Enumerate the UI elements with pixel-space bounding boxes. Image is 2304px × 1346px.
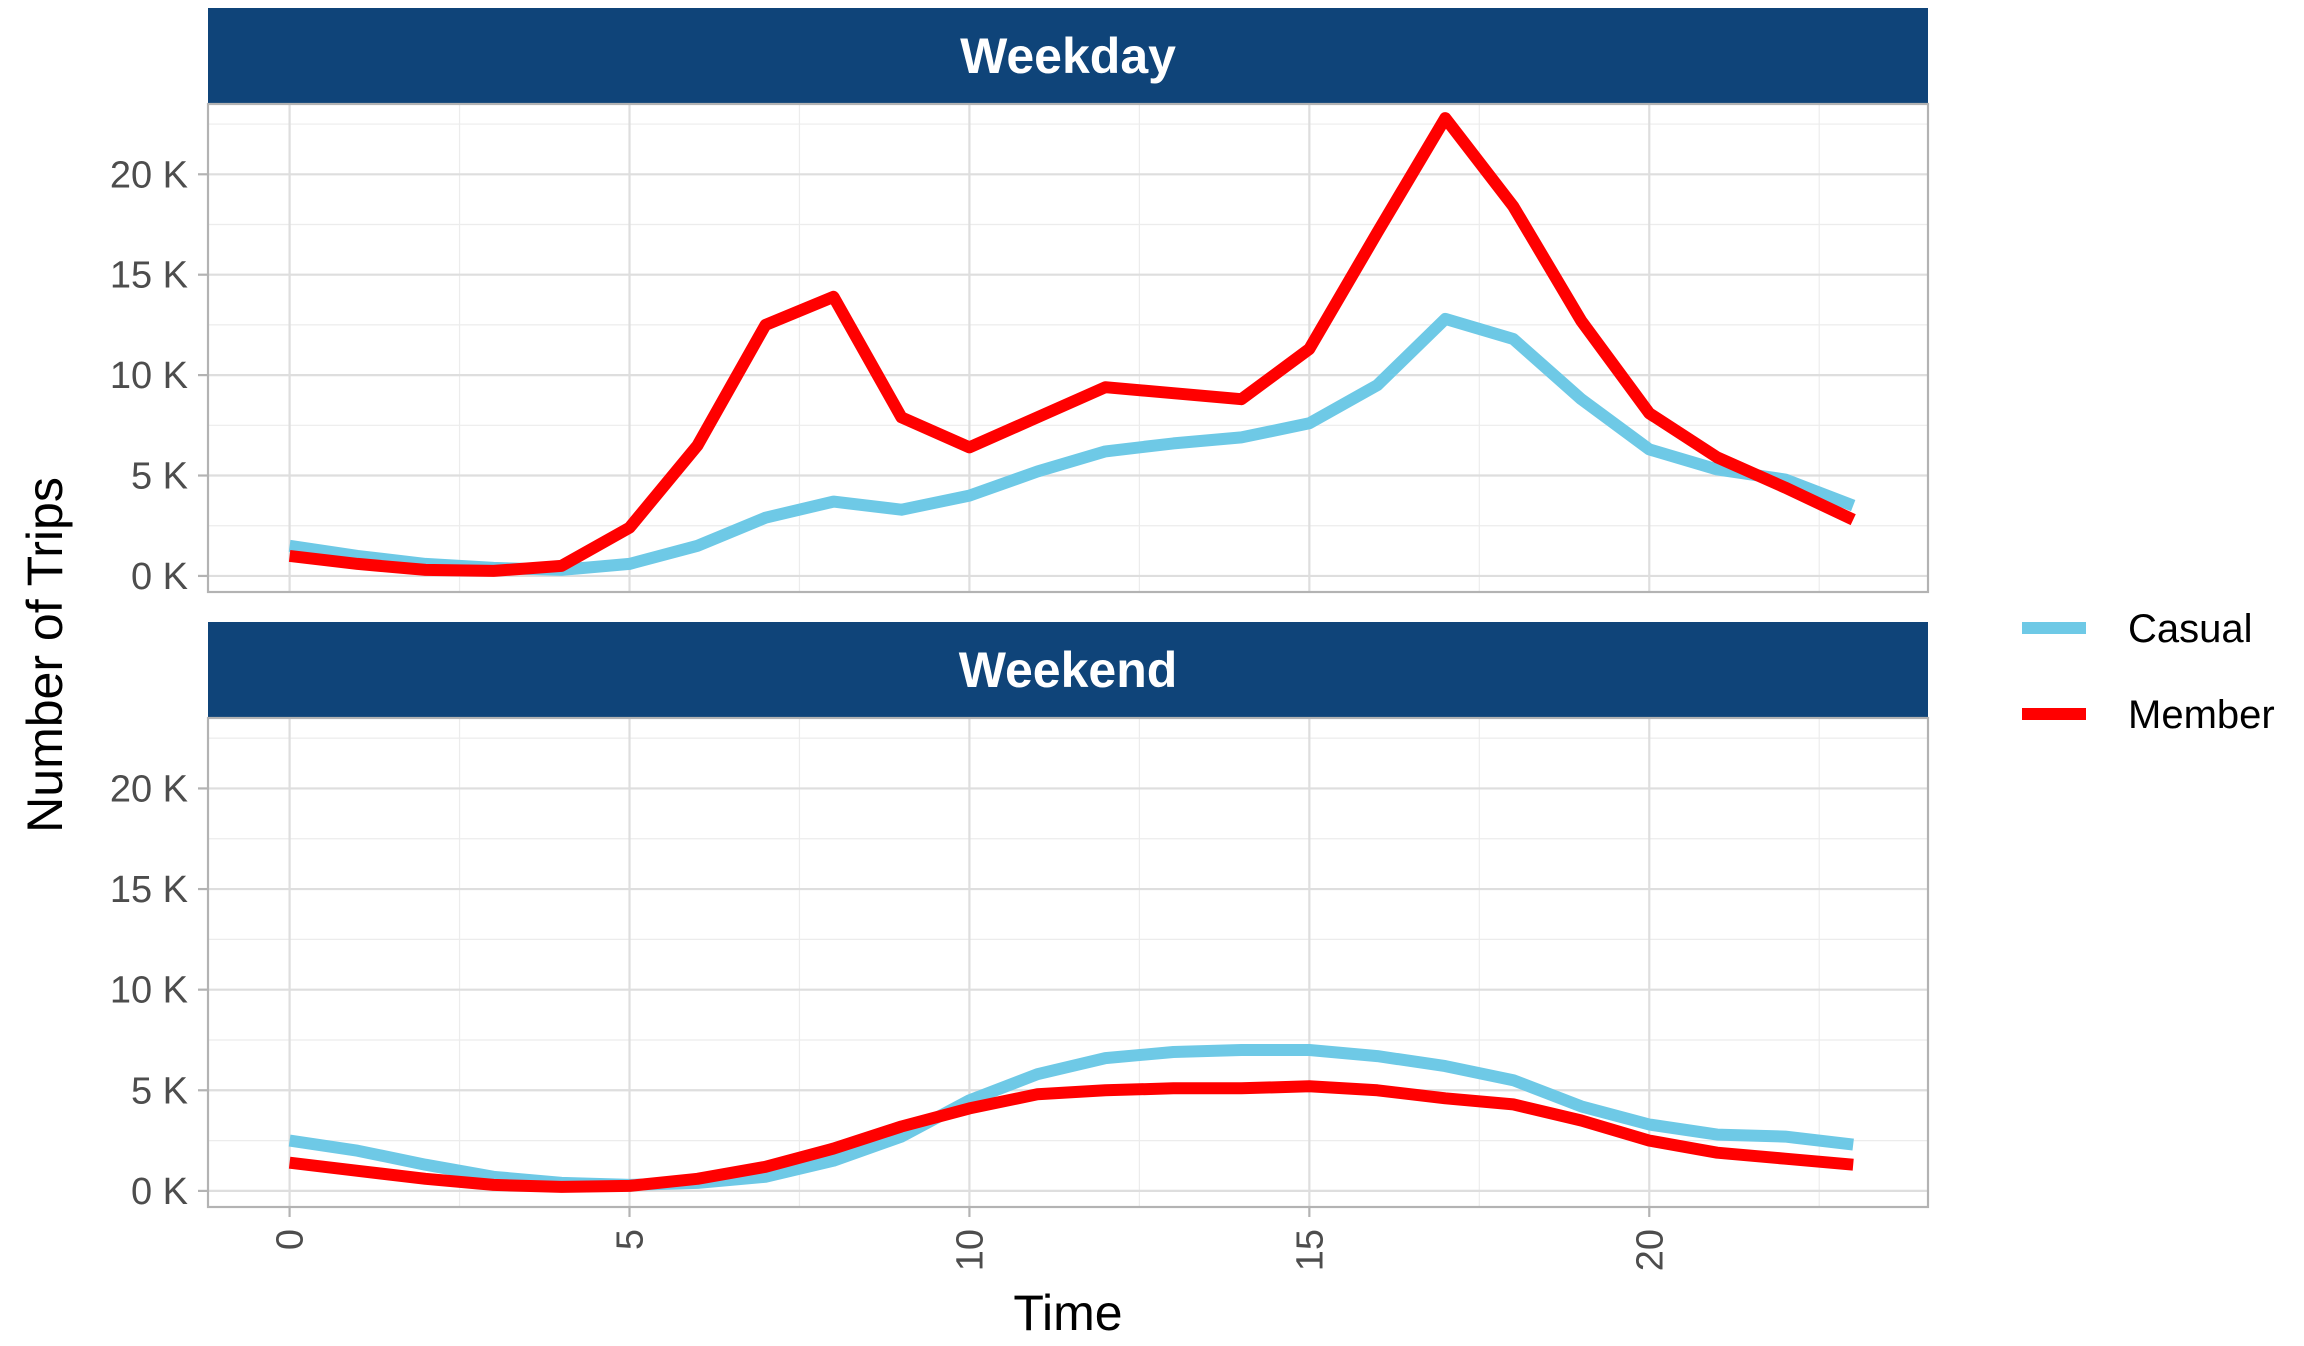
y-tick-label: 15 K <box>110 869 188 911</box>
x-tick-label: 10 <box>949 1229 991 1271</box>
series-line-casual <box>288 1044 1854 1191</box>
series-line-member <box>288 112 1856 577</box>
facet-strip <box>208 8 1928 104</box>
x-tick-label: 5 <box>610 1229 652 1250</box>
series-line-member <box>288 1080 1854 1193</box>
legend-label: Casual <box>2128 607 2253 651</box>
y-tick-label: 5 K <box>131 1070 188 1112</box>
x-tick-label: 0 <box>270 1229 312 1250</box>
facet-strip-title: Weekday <box>960 28 1176 84</box>
x-axis-title: Time <box>1013 1285 1122 1341</box>
panel-border <box>206 102 1930 594</box>
facet-strip-title: Weekend <box>959 642 1178 698</box>
y-tick-label: 0 K <box>131 556 188 598</box>
y-tick-label: 20 K <box>110 154 188 196</box>
facet-panels: Weekday 0 K 5 K 10 K 15 K 20 K Weekend 0 K 5 K 10… <box>110 8 1930 1213</box>
facet-strip <box>208 622 1928 718</box>
facet-panel-weekend: Weekend 0 K 5 K 10 K 15 K 20 K <box>110 622 1930 1213</box>
y-tick-label: 5 K <box>131 456 188 498</box>
y-tick-label: 10 K <box>110 355 188 397</box>
x-axis: 0 5 10 15 20 <box>270 1207 1671 1271</box>
legend-item-member: Member <box>2022 693 2275 737</box>
legend-item-casual: Casual <box>2022 607 2253 651</box>
x-tick-label: 15 <box>1289 1229 1331 1271</box>
y-axis-title: Number of Trips <box>17 477 73 833</box>
series-line-casual <box>288 312 1856 576</box>
legend: Casual Member <box>2022 607 2275 737</box>
y-tick-label: 15 K <box>110 255 188 297</box>
y-tick-label: 10 K <box>110 970 188 1012</box>
panel-border <box>206 716 1930 1209</box>
x-tick-label: 20 <box>1629 1229 1671 1271</box>
y-tick-label: 20 K <box>110 768 188 810</box>
legend-label: Member <box>2128 693 2275 737</box>
y-tick-label: 0 K <box>131 1171 188 1213</box>
facet-panel-weekday: Weekday 0 K 5 K 10 K 15 K 20 K <box>110 8 1930 598</box>
